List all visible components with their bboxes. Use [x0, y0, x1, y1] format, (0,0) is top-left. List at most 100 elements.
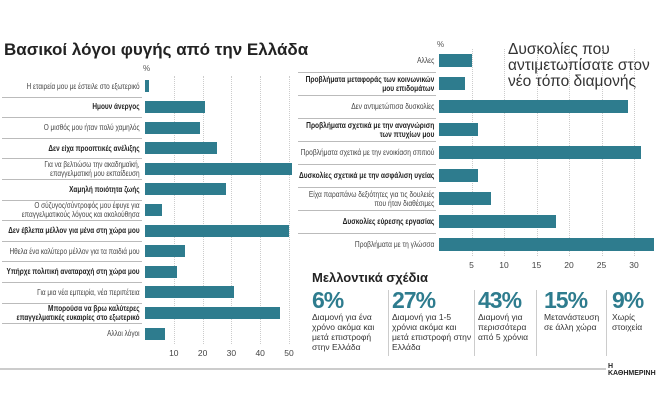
- divider: [536, 290, 537, 356]
- row-divider: [2, 240, 142, 242]
- gridline: [202, 76, 204, 344]
- footer-divider: [0, 368, 606, 370]
- right-unit-label: %: [437, 40, 445, 49]
- divider: [474, 290, 475, 356]
- divider: [606, 290, 607, 356]
- plan-stat: 9% Χωρίς στοιχεία: [612, 288, 660, 358]
- category-row: Προβλήματα σχετικά με την ενοικίαση σπιτ…: [298, 141, 434, 164]
- category-row: Δεν αντιμετώπισα δυσκολίες: [298, 95, 434, 118]
- plan-stat: 43% Διαμονή για περισσότερα από 5 χρόνια: [478, 288, 533, 358]
- bar: [439, 77, 465, 90]
- row-divider: [298, 164, 436, 165]
- category-label: Προβλήματα σχετικά με την αναγνώριση των…: [305, 119, 434, 139]
- source-label: Η ΚΑΘΗΜΕΡΙΝΗ: [608, 363, 656, 377]
- category-row: Υπήρχε πολιτική αναταραχή στη χώρα μου: [2, 261, 140, 282]
- category-label: Ο σύζυγος/σύντροφός μου έφυγε για επαγγε…: [22, 199, 140, 219]
- row-divider: [298, 95, 436, 96]
- bar: [145, 162, 292, 175]
- plan-stat: 15% Μετανάστευση σε άλλη χώρα: [544, 288, 604, 358]
- axis-tick-label: 25: [596, 260, 607, 270]
- axis-tick-label: 15: [531, 260, 542, 270]
- category-label: Προβλήματα σχετικά με την ενοικίαση σπιτ…: [300, 147, 434, 157]
- plan-value: 43%: [478, 287, 522, 313]
- plan-desc: Διαμονή για ένα χρόνο ακόμα και μετά επι…: [312, 312, 375, 352]
- bar: [439, 215, 556, 228]
- bar: [145, 183, 226, 196]
- bar: [145, 265, 177, 278]
- bar: [145, 286, 235, 299]
- category-label: Δυσκολίες εύρεσης εργασίας: [342, 216, 434, 226]
- category-row: Προβλήματα με τη γλώσσα: [298, 233, 434, 256]
- category-row: Δεν είχα προοπτικές ανέλιξης: [2, 138, 140, 159]
- row-divider: [2, 117, 142, 119]
- gridline: [173, 76, 175, 344]
- plan-stat: 27% Διαμονή για 1-5 χρόνια ακόμα και μετ…: [392, 288, 472, 358]
- row-divider: [2, 261, 142, 263]
- category-row: Ο μισθός μου ήταν πολύ χαμηλός: [2, 117, 140, 138]
- bar: [145, 224, 289, 237]
- category-row: Δεν έβλεπα μέλλον για μένα στη χώρα μου: [2, 220, 140, 241]
- bar: [439, 54, 472, 67]
- axis-tick-label: 50: [284, 347, 294, 358]
- axis-tick-label: 20: [564, 260, 574, 270]
- right-chart-title: Δυσκολίες που αντιμετωπίσατε στον νέο τό…: [508, 41, 650, 90]
- bar: [145, 245, 186, 258]
- row-divider: [2, 137, 142, 139]
- left-unit-label: %: [143, 64, 151, 73]
- row-divider: [2, 96, 142, 98]
- category-label: Αλλοι λόγοι: [107, 327, 140, 338]
- axis-tick-label: 30: [629, 260, 639, 270]
- category-label: Ημουν άνεργος: [92, 101, 140, 112]
- category-label: Αλλες: [416, 55, 434, 65]
- category-label: Η εταιρεία μου με έστειλε στο εξωτερικό: [26, 80, 140, 91]
- bar: [145, 327, 166, 340]
- bar: [145, 121, 200, 134]
- plans-title: Μελλοντικά σχέδια: [312, 270, 429, 285]
- category-row: Προβλήματα μεταφοράς των κοινωνικών μου …: [298, 72, 434, 95]
- category-row: Χαμηλή ποιότητα ζωής: [2, 179, 140, 200]
- category-label: Ηθελα ένα καλύτερο μέλλον για τα παιδιά …: [9, 245, 140, 256]
- row-divider: [298, 72, 436, 73]
- category-label: Υπήρχε πολιτική αναταραχή στη χώρα μου: [6, 266, 141, 277]
- axis-tick-label: 10: [169, 347, 179, 358]
- bar: [439, 169, 478, 182]
- category-row: Δυσκολίες σχετικά με την ασφάλιση υγείας: [298, 164, 434, 187]
- category-label: Είχα παραπάνω δεξιότητες για τις δουλειέ…: [308, 188, 434, 208]
- category-row: Ο σύζυγος/σύντροφός μου έφυγε για επαγγε…: [2, 200, 140, 221]
- category-row: Αλλοι λόγοι: [2, 323, 140, 344]
- bar: [439, 123, 478, 136]
- row-divider: [298, 210, 436, 211]
- category-label: Δεν έβλεπα μέλλον για μένα στη χώρα μου: [8, 224, 140, 235]
- category-label: Ο μισθός μου ήταν πολύ χαμηλός: [44, 121, 140, 132]
- axis-tick-label: 20: [197, 347, 208, 358]
- category-row: Για μια νέα εμπειρία, νέα περιπέτεια: [2, 282, 140, 303]
- category-label: Για μια νέα εμπειρία, νέα περιπέτεια: [37, 286, 141, 297]
- bar: [145, 306, 281, 319]
- category-label: Δεν είχα προοπτικές ανέλιξης: [48, 142, 140, 153]
- category-row: Ημουν άνεργος: [2, 97, 140, 118]
- bar: [439, 238, 654, 251]
- bar: [145, 100, 206, 113]
- category-row: Για να βελτιώσω την ακαδημαϊκή, επαγγελμ…: [2, 158, 140, 179]
- axis-tick-label: 10: [499, 260, 509, 270]
- category-row: Μπορούσα να βρω καλύτερες επαγγελματικές…: [2, 303, 140, 324]
- category-label: Χαμηλή ποιότητα ζωής: [69, 183, 140, 194]
- bar: [439, 146, 641, 159]
- bar: [145, 80, 150, 93]
- category-label: Προβλήματα μεταφοράς των κοινωνικών μου …: [305, 73, 434, 93]
- category-row: Ηθελα ένα καλύτερο μέλλον για τα παιδιά …: [2, 241, 140, 262]
- row-divider: [298, 233, 436, 234]
- row-divider: [298, 187, 436, 188]
- bar: [439, 192, 491, 205]
- plan-desc: Διαμονή για περισσότερα από 5 χρόνια: [478, 312, 529, 342]
- plan-desc: Χωρίς στοιχεία: [612, 312, 643, 332]
- bar: [145, 142, 217, 155]
- category-row: Προβλήματα σχετικά με την αναγνώριση των…: [298, 118, 434, 141]
- row-divider: [2, 220, 142, 222]
- row-divider: [2, 179, 142, 180]
- axis-tick-label: 30: [226, 347, 237, 358]
- row-divider: [2, 323, 142, 325]
- plan-desc: Διαμονή για 1-5 χρόνια ακόμα και μετά επ…: [392, 312, 472, 352]
- category-label: Προβλήματα με τη γλώσσα: [354, 239, 434, 249]
- axis-tick-label: 40: [255, 347, 265, 358]
